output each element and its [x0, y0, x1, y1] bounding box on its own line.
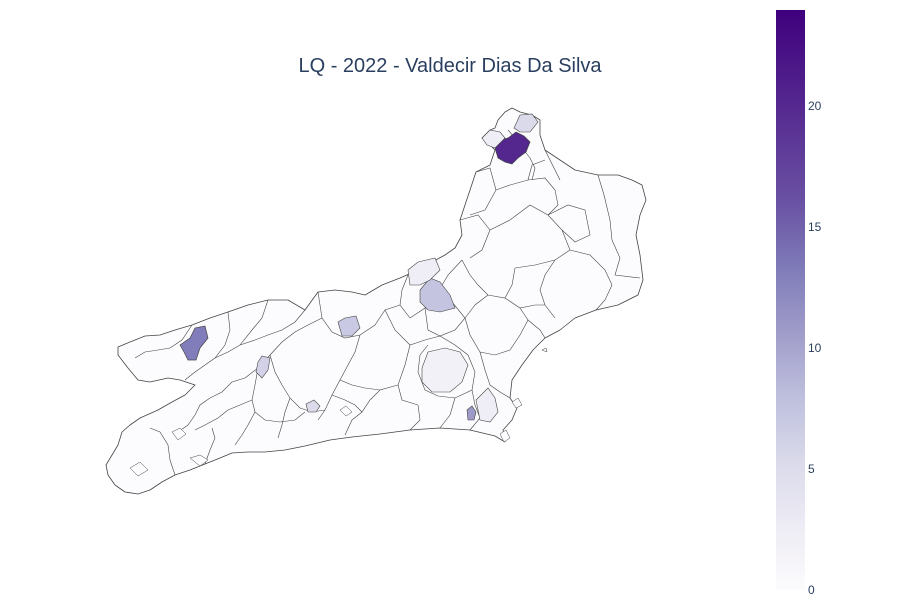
colorbar-tick-5: 5	[808, 462, 815, 476]
municipality-west-medium[interactable]	[179, 325, 209, 361]
colorbar-tick-0: 0	[808, 583, 815, 597]
municipality-north-light-2[interactable]	[513, 113, 539, 133]
state-outline	[105, 107, 647, 495]
municipality-borders	[134, 129, 641, 476]
municipality-west-light[interactable]	[255, 355, 271, 379]
coastal-islands	[129, 347, 548, 477]
colorbar-tick-20: 20	[808, 99, 822, 113]
municipality-south-light[interactable]	[475, 387, 499, 423]
municipality-north-light[interactable]	[481, 129, 506, 149]
municipality-south-medium[interactable]	[466, 405, 477, 421]
colorbar	[776, 10, 805, 590]
municipality-central-light[interactable]	[419, 277, 456, 313]
municipality-coast-light[interactable]	[305, 399, 321, 413]
municipality-central-east-light[interactable]	[421, 347, 469, 393]
municipality-central-north-light[interactable]	[407, 257, 441, 286]
map-title: LQ - 2022 - Valdecir Dias Da Silva	[298, 55, 602, 77]
colorbar-tick-10: 10	[808, 341, 822, 355]
municipality-central-light-2[interactable]	[337, 315, 361, 337]
colorbar-tick-15: 15	[808, 220, 822, 234]
municipality-dark-north[interactable]	[494, 131, 531, 165]
